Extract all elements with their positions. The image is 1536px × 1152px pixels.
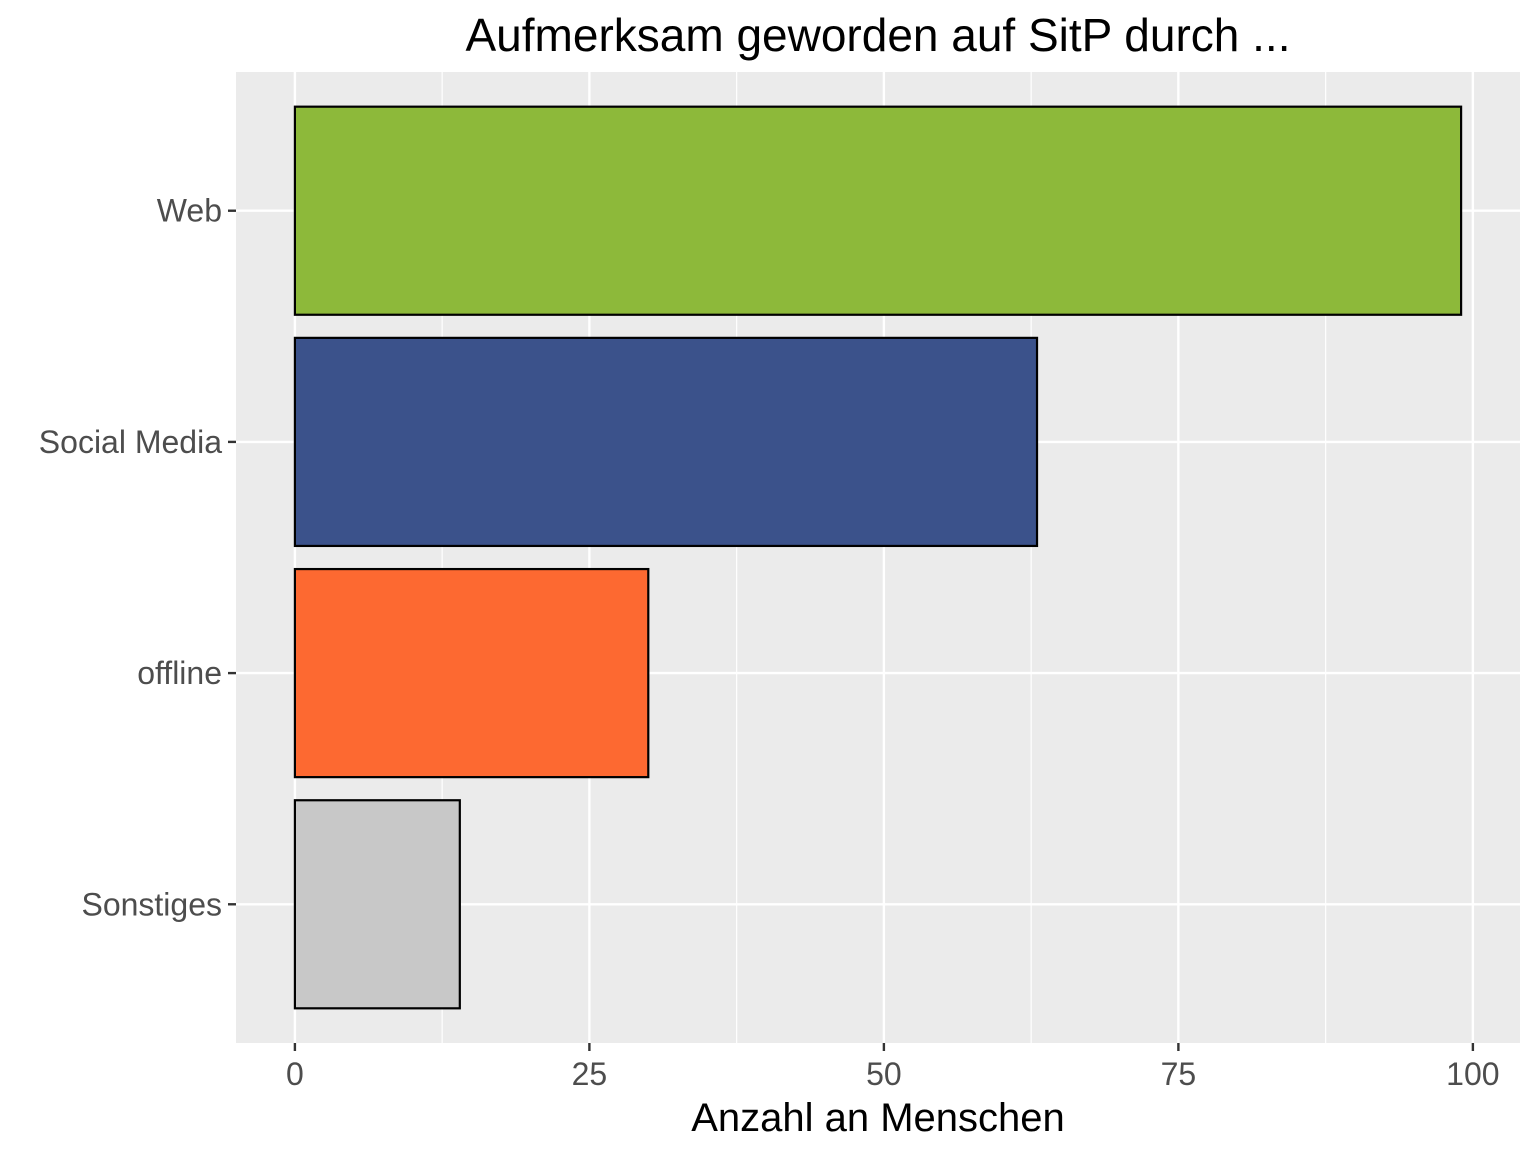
x-tick-label: 25 [572,1056,608,1092]
bar-sonstiges [293,799,461,1010]
x-axis: 0 25 50 75 100 [286,1043,1500,1092]
x-tick-label: 100 [1446,1056,1499,1092]
y-tick-label: offline [137,655,222,691]
y-tick-label: Web [157,193,222,229]
x-tick-label: 0 [286,1056,304,1092]
x-axis-title: Anzahl an Menschen [691,1096,1065,1140]
bars [293,105,1463,1010]
chart-title: Aufmerksam geworden auf SitP durch ... [466,9,1291,61]
bar-social-media [293,336,1039,548]
x-tick-label: 75 [1161,1056,1197,1092]
y-tick-label: Sonstiges [81,886,222,922]
bar-web [293,105,1463,316]
bar-offline [293,567,650,779]
y-tick-label: Social Media [39,424,222,460]
x-tick-label: 50 [866,1056,902,1092]
y-axis: Web Social Media offline Sonstiges [39,193,236,922]
